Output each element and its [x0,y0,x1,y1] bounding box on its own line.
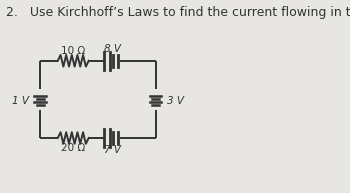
Text: 7 V: 7 V [104,145,121,155]
Text: 2.   Use Kirchhoff’s Laws to find the current flowing in the circuit.: 2. Use Kirchhoff’s Laws to find the curr… [6,6,350,19]
Text: 1 V: 1 V [12,96,29,106]
Text: 10 Ω: 10 Ω [61,46,85,56]
Text: 3 V: 3 V [167,96,184,106]
Text: 8 V: 8 V [104,44,121,54]
Text: 20 Ω: 20 Ω [61,143,85,153]
